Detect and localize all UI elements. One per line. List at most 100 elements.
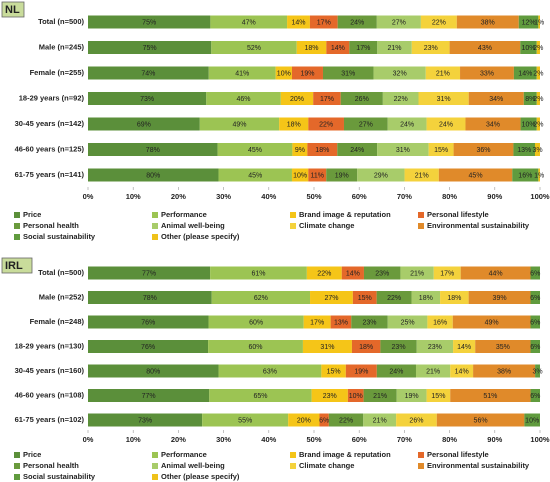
bar-segment [363,413,397,427]
bar-segment [436,413,525,427]
legend-label: Price [23,210,41,219]
bar-segment [450,389,531,402]
x-tick-label: 10% [126,435,141,444]
bar-segment [210,15,288,29]
data-label: 15% [431,393,445,400]
legend-label: Personal lifestyle [427,450,489,459]
bar-segment [460,66,514,80]
data-label: 31% [437,96,451,103]
x-tick-label: 90% [487,192,502,201]
bar-segment [473,364,536,378]
legend-label: Performance [161,450,207,459]
bar-segment [376,15,421,29]
legend-swatch [290,452,296,458]
bar-segment [345,364,377,378]
bar-segment [280,92,314,105]
legend-label: Environmental sustainability [427,461,530,470]
legend-swatch [290,463,296,469]
data-label: 56% [474,417,488,424]
category-label: Total (n=500) [38,17,84,26]
data-label: 74% [141,70,155,77]
bar-segment [411,291,441,304]
data-label: 21% [373,417,387,424]
data-label: 19% [335,172,349,179]
bar-segment [202,413,289,427]
data-label: 21% [436,70,450,77]
data-label: 18% [287,121,301,128]
bar-segment [218,364,322,378]
data-label: 10% [277,70,291,77]
data-label: 2% [533,70,543,77]
legend-label: Personal health [23,461,79,470]
data-label: 46% [237,96,251,103]
data-label: 22% [317,270,331,277]
data-label: 34% [489,96,503,103]
data-label: 26% [355,96,369,103]
data-label: 31% [320,344,334,351]
category-label: Male (n=252) [39,292,85,301]
bar-segment [88,291,212,304]
data-label: 24% [389,368,403,375]
x-tick-label: 100% [530,435,550,444]
data-label: 13% [517,147,531,154]
data-label: 6% [530,295,540,302]
bar-segment [376,291,412,304]
bar-segment [322,66,374,80]
title-box [1,257,33,274]
bar-segment [208,66,276,80]
x-tick-label: 50% [306,435,321,444]
data-label: 16% [433,319,447,326]
bar-segment [416,340,454,353]
legend-swatch [418,452,424,458]
bar-segment [340,92,383,105]
legend-label: Personal health [23,221,79,230]
bar-segment [377,41,412,54]
bar-segment [337,15,377,29]
data-label: 61% [251,270,265,277]
data-label: 75% [143,45,157,52]
bar-segment [520,117,537,131]
bar-segment [291,66,323,80]
legend-label: Performance [161,210,207,219]
category-label: Female (n=255) [30,68,85,77]
data-label: 76% [141,319,155,326]
x-tick-label: 30% [216,192,231,201]
bar-segment [311,389,348,402]
bar-segment [306,266,342,280]
data-label: 45% [248,172,262,179]
bar-segment [468,291,531,304]
bar-segment [88,389,210,402]
legend-swatch [152,463,158,469]
x-tick-label: 50% [306,192,321,201]
data-label: 24% [439,121,453,128]
bar-segment [210,266,307,280]
data-label: 26% [409,417,423,424]
legend-label: Other (please specify) [161,232,240,241]
data-label: 22% [432,19,446,26]
bar-segment [308,168,327,182]
data-label: 19% [354,368,368,375]
bar-segment [518,15,539,29]
bar-segment [321,364,346,378]
bar-segment [530,315,540,329]
data-label: 24% [350,147,364,154]
data-label: 17% [440,270,454,277]
data-label: 21% [426,368,440,375]
bar-segment [513,143,536,156]
bar-segment [287,15,310,29]
legend-label: Environmental sustainability [427,221,530,230]
legend-swatch [152,234,158,240]
category-label: 61-75 years (n=102) [15,415,85,424]
data-label: 33% [480,70,494,77]
bar-segment [351,340,381,353]
bar-segment [449,41,521,54]
bar-segment [326,168,358,182]
data-label: 10% [349,393,363,400]
bar-segment [309,15,338,29]
data-label: 6% [530,270,540,277]
bar-segment [530,340,540,353]
data-label: 24% [400,121,414,128]
data-label: 21% [410,270,424,277]
data-label: 73% [140,96,154,103]
data-label: 39% [493,295,507,302]
